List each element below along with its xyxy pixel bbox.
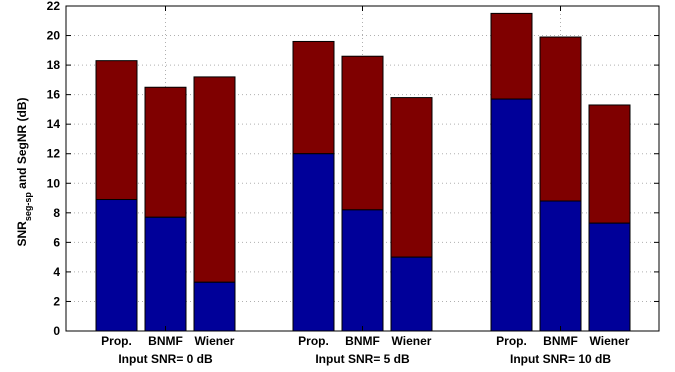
bar-lower-segment [588, 222, 631, 332]
bar-category-label: Wiener [392, 334, 432, 348]
bar-upper-segment [490, 12, 533, 100]
y-tick-label: 16 [47, 88, 61, 102]
y-axis-label: SNRseg-sp and SegNR (dB) [15, 97, 33, 246]
bar-category-label: Wiener [590, 334, 630, 348]
bar-category-label: BNMF [148, 334, 183, 348]
bar-lower-segment [341, 209, 384, 332]
bar-category-label: Wiener [195, 334, 235, 348]
labels: Prop. BNMF Wiener Input SNR= 0 dB Prop. BNMF W… [47, 0, 630, 366]
bar-upper-segment [193, 76, 236, 283]
bar-lower-segment [144, 216, 187, 332]
bar-lower-segment [390, 256, 433, 332]
y-tick-label: 14 [47, 117, 61, 131]
plot-frame [65, 5, 660, 332]
y-tick-label: 2 [53, 294, 60, 308]
y-tick-label: 8 [53, 206, 60, 220]
axes [65, 5, 660, 332]
bar-lower-segment [539, 200, 582, 332]
bar-category-label: BNMF [345, 334, 380, 348]
bar-upper-segment [390, 97, 433, 258]
bar-category-label: Prop. [298, 334, 329, 348]
group-label: Input SNR= 10 dB [510, 352, 611, 366]
bar-category-label: Prop. [496, 334, 527, 348]
bar-upper-segment [588, 104, 631, 224]
bar-category-label: BNMF [543, 334, 578, 348]
bar-lower-segment [292, 153, 335, 332]
y-tick-label: 6 [53, 235, 60, 249]
bar-upper-segment [144, 86, 187, 218]
bar-upper-segment [95, 60, 138, 201]
bar-upper-segment [292, 40, 335, 155]
y-tick-label: 12 [47, 147, 61, 161]
bar-upper-segment [539, 36, 582, 202]
y-axis-label-subscript: seg-sp [23, 192, 33, 222]
y-axis-label-main: SNR [15, 221, 29, 247]
y-tick-label: 4 [53, 265, 60, 279]
group-label: Input SNR= 0 dB [118, 352, 213, 366]
bar-lower-segment [490, 98, 533, 332]
y-tick-label: 0 [53, 324, 60, 338]
y-tick-label: 22 [47, 0, 61, 13]
y-tick-label: 20 [47, 29, 61, 43]
bar-lower-segment [193, 281, 236, 332]
bar-category-label: Prop. [101, 334, 132, 348]
bars [95, 12, 631, 332]
group-label: Input SNR= 5 dB [315, 352, 410, 366]
y-axis-label-rest: and SegNR (dB) [15, 97, 29, 192]
y-tick-label: 10 [47, 176, 61, 190]
y-tick-label: 18 [47, 58, 61, 72]
bar-upper-segment [341, 55, 384, 211]
bar-lower-segment [95, 199, 138, 332]
